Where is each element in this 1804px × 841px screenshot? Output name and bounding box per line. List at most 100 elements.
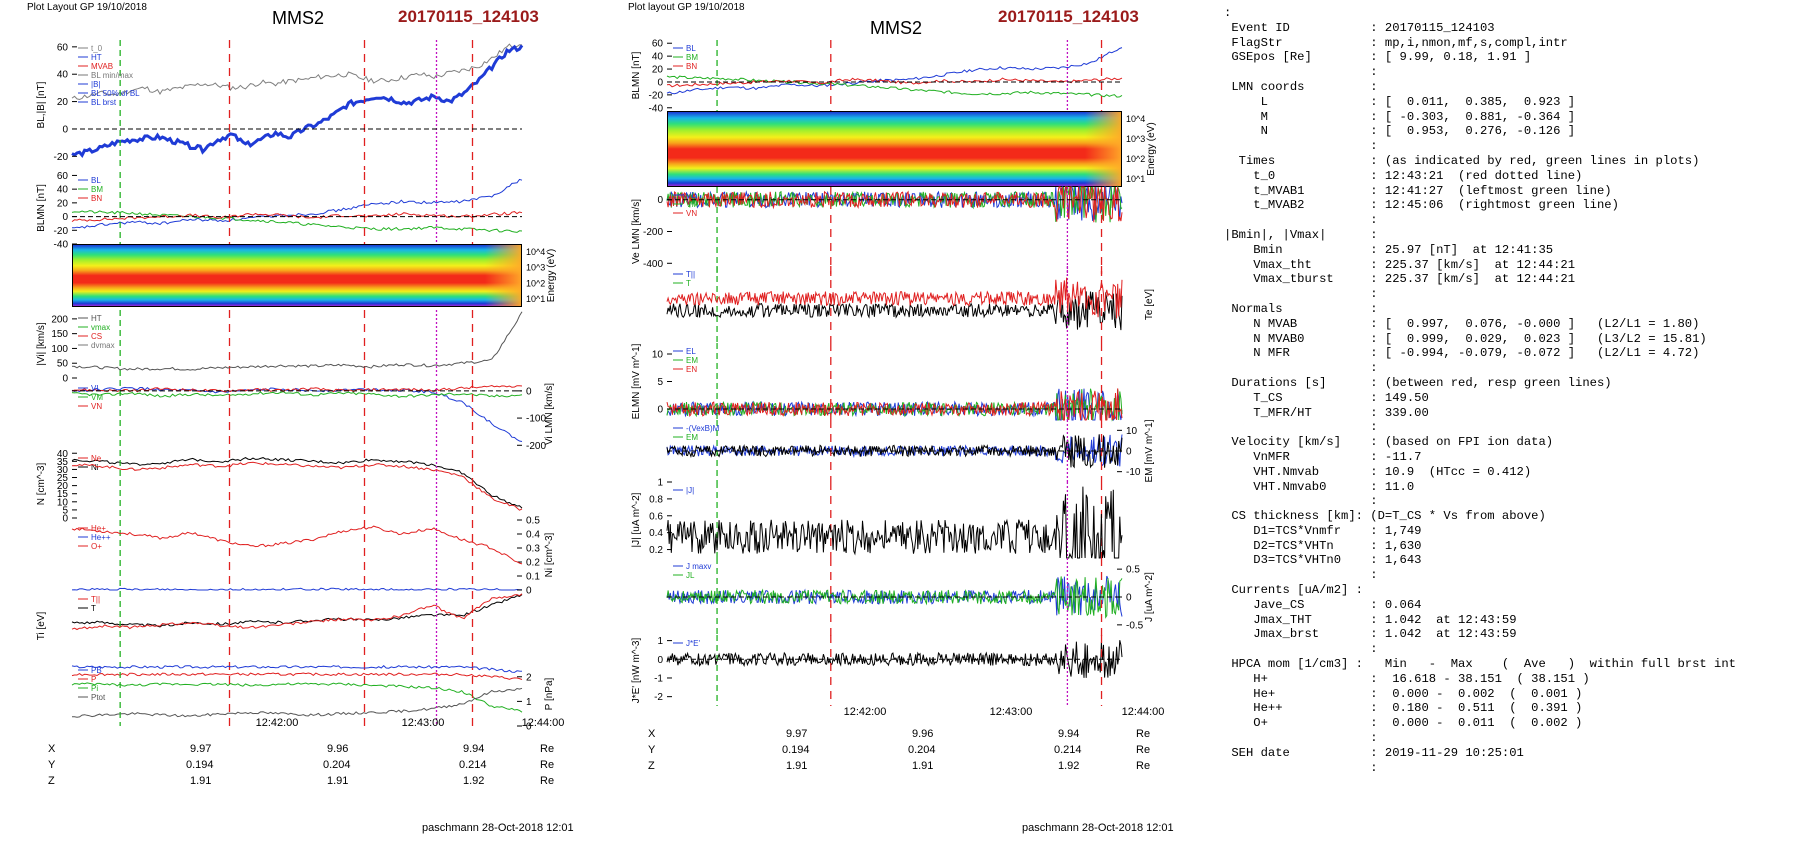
- left-spectrogram-axes: 10^4 10^3 10^2 10^1 Energy (eV): [526, 247, 557, 304]
- coord-label-z: Z: [648, 760, 655, 772]
- coord-x-1: 9.97: [786, 728, 808, 740]
- y-tick-label: 0.2: [526, 558, 540, 569]
- y-tick-label: -400: [643, 259, 663, 270]
- left-spacecraft-title: MMS2: [272, 8, 325, 28]
- left-panel-8: T||T Ti [eV]: [36, 591, 523, 661]
- info-line: D2=TCS*VHTn : 1,630: [1224, 538, 1422, 553]
- y-tick-label: 10: [652, 350, 664, 361]
- y-tick-label: 10^1: [526, 294, 545, 304]
- legend-entry: O+: [91, 542, 102, 551]
- y-tick-label: 10^4: [1126, 114, 1145, 124]
- legend-entry: JL: [686, 571, 695, 580]
- y-tick-label: 0: [657, 405, 663, 416]
- legend-entry: BN: [91, 194, 102, 203]
- right-energy-spectrogram: [667, 111, 1122, 187]
- coord-label-y: Y: [648, 744, 656, 756]
- y-tick-label: 0.3: [526, 544, 540, 555]
- y-tick-label: 0: [526, 722, 532, 733]
- info-line: FlagStr : mp,i,nmon,mf,s,compl,intr: [1224, 35, 1568, 50]
- legend-entry: Ptot: [91, 693, 106, 702]
- coord-z-1: 1.91: [786, 760, 808, 772]
- y-tick-label: 40: [57, 449, 69, 460]
- y-axis-label: Energy (eV): [1146, 122, 1157, 175]
- legend-entry: EN: [686, 365, 697, 374]
- y-axis-label: Ve LMN [km/s]: [631, 199, 642, 264]
- right-event-id: 20170115_124103: [998, 7, 1139, 26]
- info-line: t_MVAB2 : 12:45:06 (rightmost green line…: [1224, 198, 1619, 213]
- y-tick-label: 10^4: [526, 247, 545, 257]
- y-tick-label: 1: [657, 636, 663, 647]
- left-footer: paschmann 28-Oct-2018 12:01: [422, 822, 574, 834]
- info-line: VHT.Nmvab0 : 11.0: [1224, 479, 1415, 494]
- y-tick-label: 0.5: [526, 516, 540, 527]
- y-tick-label: 50: [57, 359, 69, 370]
- coord-unit-x: Re: [540, 743, 555, 755]
- x-tick-label: 12:42:00: [844, 706, 887, 718]
- event-info-list: : Event ID : 20170115_124103 FlagStr : m…: [1224, 6, 1736, 775]
- legend-entry: BL: [91, 176, 101, 185]
- coord-unit-y: Re: [1136, 744, 1151, 756]
- y-tick-label: 5: [657, 377, 663, 388]
- coord-y-1: 0.194: [186, 759, 214, 771]
- legend-entry: Ni: [91, 463, 99, 472]
- info-line: |Bmin|, |Vmax| :: [1224, 227, 1378, 242]
- y-tick-label: 15: [57, 489, 69, 500]
- legend-entry: dvmax: [91, 341, 115, 350]
- y-tick-label: 0: [1126, 447, 1132, 458]
- info-line: VHT.Nmvab : 10.9 (HTcc = 0.412): [1224, 464, 1532, 479]
- y-tick-label: 10^3: [526, 263, 545, 273]
- y-tick-label: 0.4: [649, 528, 663, 539]
- y-tick-label: 1: [657, 478, 663, 489]
- y-tick-label: 40: [57, 185, 69, 196]
- coord-z-3: 1.92: [1058, 760, 1080, 772]
- y-tick-label: 0.8: [649, 494, 663, 505]
- legend-entry: CS: [91, 332, 102, 341]
- legend-entry: BL: [686, 44, 696, 53]
- right-coord-table: X 9.97 9.96 9.94 Re Y 0.194 0.204 0.214 …: [640, 728, 1160, 788]
- y-tick-label: -20: [54, 226, 69, 237]
- series-line: [666, 186, 1123, 223]
- y-tick-label: -200: [526, 441, 546, 452]
- y-tick-label: 200: [51, 314, 68, 325]
- coord-y-3: 0.214: [1054, 744, 1082, 756]
- legend-entry: VN: [686, 209, 697, 218]
- legend-entry: BM: [686, 53, 698, 62]
- right-time-axis: 12:42:00 12:43:00 12:44:00: [844, 706, 1165, 718]
- info-line: :: [1224, 6, 1232, 20]
- y-tick-label: 0: [657, 195, 663, 206]
- legend-entry: J*E': [686, 639, 700, 648]
- info-line: N MVAB0 : [ 0.999, 0.029, 0.023 ] (L3/L2…: [1224, 331, 1707, 346]
- series-line: [71, 178, 523, 229]
- y-axis-label: Ni [cm^-3]: [544, 532, 555, 577]
- info-line: :: [1224, 139, 1378, 154]
- series-line: [71, 391, 523, 398]
- info-line: Jmax_brst : 1.042 at 12:43:59: [1224, 627, 1517, 642]
- left-panel-7: 0 0.1 0.2 0.3 0.4 0.5 He+He++O+ Ni [cm^-3]: [71, 516, 555, 597]
- legend-entry: He+: [91, 524, 106, 533]
- y-axis-label: |J| [uA m^-2]: [631, 492, 642, 547]
- legend-entry: J maxv: [686, 562, 711, 571]
- y-tick-label: 20: [57, 198, 69, 209]
- coord-label-y: Y: [48, 759, 56, 771]
- y-tick-label: -0.5: [1126, 620, 1144, 631]
- y-tick-label: 0: [62, 124, 68, 135]
- y-tick-label: 1: [526, 697, 532, 708]
- series-line: [71, 311, 523, 371]
- legend-entry: HT: [91, 53, 102, 62]
- info-line: Currents [uA/m2] :: [1224, 583, 1363, 598]
- y-tick-label: 10^2: [526, 278, 545, 288]
- right-panel-7: 0.2 0.4 0.6 0.8 1 |J| |J| [uA m^-2]: [631, 478, 1123, 560]
- info-line: :: [1224, 65, 1378, 80]
- series-line: [71, 672, 523, 680]
- info-line: t_MVAB1 : 12:41:27 (leftmost green line): [1224, 183, 1612, 198]
- series-line: [71, 461, 523, 511]
- info-line: :: [1224, 731, 1378, 746]
- coord-row-z: Z 1.91 1.91 1.92 Re: [640, 760, 1160, 774]
- coord-y-2: 0.204: [908, 744, 936, 756]
- y-tick-label: 5: [62, 505, 68, 516]
